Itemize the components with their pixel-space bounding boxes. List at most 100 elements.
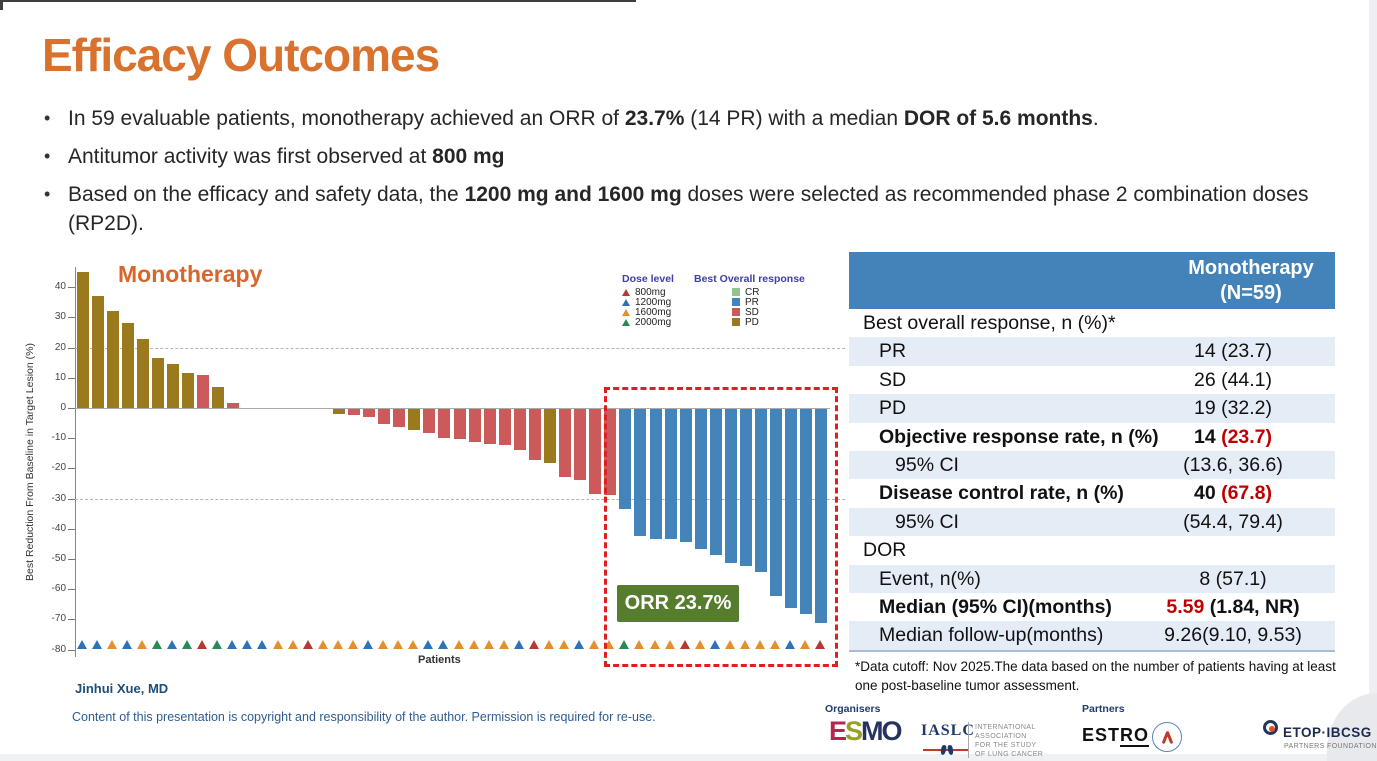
table-row: Disease control rate, n (%) 40 (67.8) bbox=[849, 479, 1335, 507]
patient-bar bbox=[770, 409, 783, 597]
patient-bar bbox=[664, 409, 677, 539]
y-tick-mark bbox=[68, 317, 75, 319]
dose-triangle-icon bbox=[634, 640, 645, 649]
bullet-segment: doses were selected as recommended phase… bbox=[68, 183, 1309, 235]
patient-bar bbox=[543, 409, 556, 464]
patient-bar bbox=[709, 409, 722, 556]
bullet-segment: In 59 evaluable patients, monotherapy ac… bbox=[68, 107, 625, 130]
dose-triangle-icon bbox=[408, 640, 419, 649]
y-tick-mark bbox=[68, 589, 75, 591]
y-axis-line bbox=[75, 267, 76, 657]
patient-bar bbox=[740, 409, 753, 567]
value-part: 26 (44.1) bbox=[1193, 368, 1273, 391]
bullet-segment: DOR of 5.6 months bbox=[903, 107, 1093, 130]
frame-top-edge bbox=[0, 0, 636, 2]
patient-bar bbox=[785, 409, 798, 609]
circular-society-logo bbox=[1152, 722, 1182, 752]
y-tick-label: -80 bbox=[51, 643, 66, 655]
table-footnote: *Data cutoff: Nov 2025.The data based on… bbox=[855, 659, 1336, 693]
dose-triangle-icon bbox=[785, 640, 796, 649]
patient-bar bbox=[559, 409, 572, 477]
table-row: Objective response rate, n (%) 14 (23.7) bbox=[849, 423, 1335, 451]
row-value: 14 (23.7) bbox=[1135, 337, 1331, 365]
iaslc-caption-line: OF LUNG CANCER bbox=[975, 751, 1044, 758]
dose-triangle-icon bbox=[498, 640, 509, 649]
y-tick-mark bbox=[68, 438, 75, 440]
legend-dose-item: 2000mg bbox=[622, 316, 672, 328]
iaslc-caption-line: INTERNATIONAL bbox=[975, 724, 1036, 731]
chart-title: Monotherapy bbox=[118, 261, 263, 287]
legend-swatch-icon bbox=[732, 288, 740, 296]
row-value: 14 (23.7) bbox=[1135, 423, 1331, 451]
patient-bar bbox=[197, 374, 210, 408]
partners-label: Partners bbox=[1082, 703, 1125, 715]
patient-bar bbox=[212, 386, 225, 408]
y-tick-mark bbox=[68, 347, 75, 349]
patient-bar bbox=[528, 409, 541, 461]
value-part: 40 bbox=[1193, 482, 1222, 505]
dose-triangle-icon bbox=[287, 640, 298, 649]
patient-bar bbox=[423, 409, 436, 434]
bullet-dot-icon: • bbox=[44, 108, 51, 128]
row-label: Best overall response, n (%)* bbox=[863, 312, 1116, 334]
table-row: Event, n(%) 8 (57.1) bbox=[849, 564, 1335, 593]
legend-swatch-icon bbox=[732, 308, 740, 316]
patient-bar bbox=[136, 338, 149, 408]
value-part: 8 (57.1) bbox=[1199, 567, 1267, 590]
zero-axis-line bbox=[75, 408, 830, 409]
bullet-segment: 23.7% bbox=[624, 107, 685, 130]
row-value: 26 (44.1) bbox=[1135, 366, 1331, 394]
y-tick-label: -50 bbox=[51, 553, 66, 564]
bullet-text: Based on the efficacy and safety data, t… bbox=[68, 180, 1342, 238]
results-table: Monotherapy (N=59) Best overall response… bbox=[849, 252, 1335, 652]
dose-triangle-icon bbox=[574, 640, 585, 649]
row-label: 95% CI bbox=[895, 453, 959, 476]
legend-dose-item: 800mg bbox=[622, 286, 666, 298]
patient-bar bbox=[347, 409, 360, 416]
page-title: Efficacy Outcomes bbox=[42, 29, 440, 81]
dose-triangle-icon bbox=[543, 640, 554, 649]
legend-swatch-icon bbox=[732, 318, 740, 326]
bullet-segment: (14 PR) with a median bbox=[684, 107, 904, 130]
y-tick-label: 30 bbox=[54, 311, 66, 323]
author-name: Jinhui Xue, MD bbox=[75, 681, 169, 696]
dose-triangle-icon bbox=[694, 640, 705, 649]
patient-bar bbox=[106, 311, 119, 408]
y-tick-label: 20 bbox=[54, 341, 66, 353]
iaslc-caption-line: ASSOCIATION bbox=[975, 733, 1027, 740]
bullet-segment: . bbox=[1092, 107, 1099, 130]
y-tick-label: -10 bbox=[51, 432, 66, 444]
dose-triangle-icon bbox=[664, 640, 675, 649]
table-row: 95% CI (13.6, 36.6) bbox=[849, 450, 1335, 480]
dose-triangle-icon bbox=[709, 640, 720, 649]
y-tick-label: 10 bbox=[54, 371, 66, 383]
dose-triangle-icon bbox=[393, 640, 404, 649]
legend-label: SD bbox=[745, 306, 759, 318]
legend-label: 2000mg bbox=[635, 316, 672, 328]
table-header: Monotherapy (N=59) bbox=[849, 252, 1335, 309]
organisers-label: Organisers bbox=[825, 703, 881, 715]
copyright-notice: Content of this presentation is copyrigh… bbox=[72, 710, 656, 724]
dose-triangle-icon bbox=[106, 640, 117, 649]
value-part: (67.8) bbox=[1221, 482, 1273, 505]
iaslc-caption-line: FOR THE STUDY bbox=[975, 742, 1037, 749]
value-part: (13.6, 36.6) bbox=[1183, 453, 1283, 476]
dose-triangle-icon bbox=[649, 640, 660, 649]
patient-bar bbox=[619, 409, 632, 509]
dose-triangle-icon bbox=[589, 640, 600, 649]
dose-triangle-icon bbox=[483, 640, 494, 649]
dose-triangle-icon bbox=[815, 640, 826, 649]
dose-triangle-icon bbox=[724, 640, 735, 649]
patient-bar bbox=[589, 409, 602, 494]
dose-triangle-icon bbox=[257, 640, 268, 649]
y-tick-label: 40 bbox=[54, 281, 66, 293]
legend-label: 800mg bbox=[635, 286, 666, 298]
dose-triangle-icon bbox=[242, 640, 253, 649]
bullet-item: • In 59 evaluable patients, monotherapy a… bbox=[40, 104, 1342, 133]
reference-line bbox=[75, 498, 845, 500]
row-label: PD bbox=[879, 397, 907, 420]
patient-bar bbox=[483, 409, 496, 444]
legend-response-item: PR bbox=[732, 297, 759, 308]
y-tick-mark bbox=[68, 649, 75, 651]
